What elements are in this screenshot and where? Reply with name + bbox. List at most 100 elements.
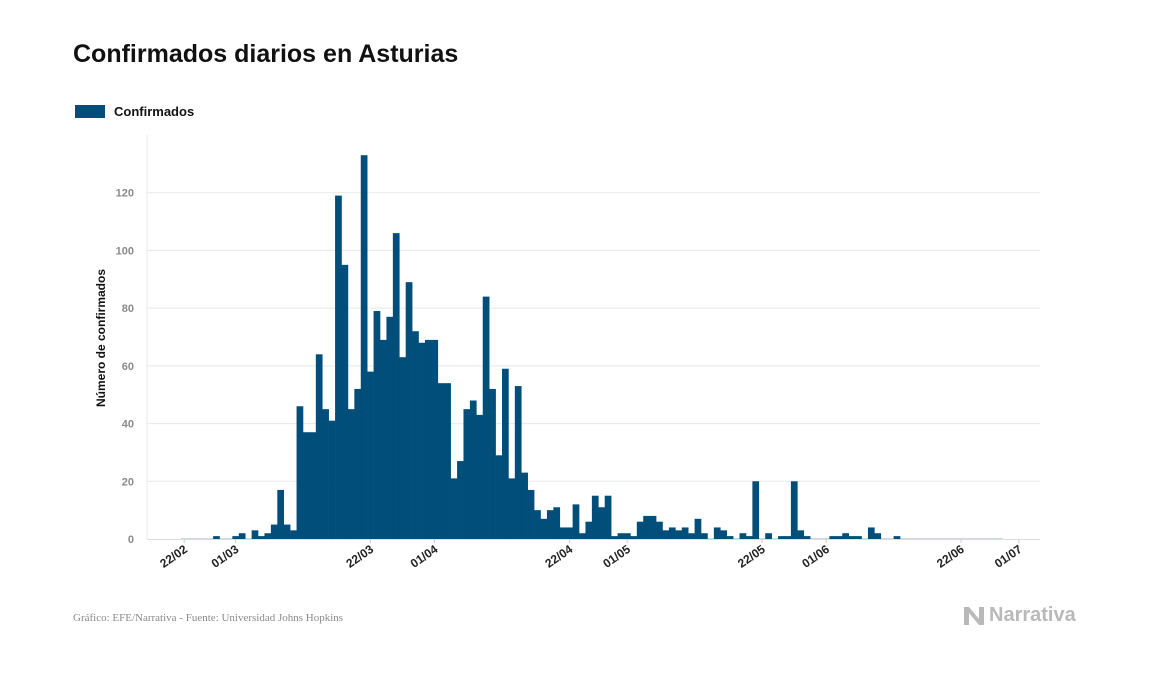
bar xyxy=(842,533,849,539)
bar xyxy=(418,342,426,539)
bar xyxy=(745,536,753,539)
bar xyxy=(534,510,541,539)
source-note: Gráfico: EFE/Narrativa - Fuente: Univers… xyxy=(73,612,344,624)
bar xyxy=(302,432,310,539)
bar xyxy=(187,538,194,539)
bar xyxy=(206,538,214,539)
narrativa-logo-icon xyxy=(964,606,984,625)
bar xyxy=(283,524,291,539)
bar xyxy=(367,371,374,539)
bar xyxy=(219,538,226,539)
bar xyxy=(457,461,464,539)
bar xyxy=(803,536,811,539)
bar xyxy=(758,538,766,539)
bar xyxy=(495,455,503,539)
x-tick-label: 22/04 xyxy=(543,542,576,571)
bar xyxy=(225,538,233,539)
bar xyxy=(444,383,451,539)
bar xyxy=(611,536,618,539)
brand-logo: Narrativa xyxy=(963,604,1076,627)
bar xyxy=(643,515,650,539)
bar xyxy=(970,538,978,539)
bar xyxy=(829,536,837,539)
bar xyxy=(925,538,933,539)
bar xyxy=(835,536,843,539)
bar xyxy=(200,538,207,539)
bar xyxy=(784,536,792,539)
bar xyxy=(245,538,252,539)
bar xyxy=(489,388,496,539)
x-tick-label: 01/04 xyxy=(408,542,441,571)
bar xyxy=(977,538,984,539)
bar xyxy=(964,538,971,539)
legend-label: Confirmados xyxy=(114,104,195,119)
bar xyxy=(566,527,573,539)
bar xyxy=(893,536,901,539)
bar xyxy=(823,538,830,539)
bar xyxy=(867,527,875,539)
bar xyxy=(906,538,913,539)
bar xyxy=(752,481,760,539)
bar xyxy=(380,339,387,539)
bar xyxy=(315,354,323,539)
bar xyxy=(181,538,188,539)
bar xyxy=(373,311,381,539)
bar xyxy=(623,533,631,539)
x-tick-label: 22/06 xyxy=(934,542,967,571)
bar xyxy=(701,533,708,539)
bar xyxy=(726,536,734,539)
bar xyxy=(720,530,727,539)
bar xyxy=(193,538,201,539)
bar xyxy=(386,316,394,539)
bar xyxy=(778,536,785,539)
bar xyxy=(739,533,747,539)
bar xyxy=(553,507,561,539)
bar xyxy=(213,536,220,539)
grid-layer xyxy=(147,192,1040,482)
bar xyxy=(996,538,1003,539)
bar xyxy=(957,538,965,539)
x-tick-label: 22/02 xyxy=(157,542,190,571)
y-axis-title: Número de confirmados xyxy=(94,269,108,407)
bar xyxy=(733,538,740,539)
bar xyxy=(405,282,413,539)
brand-name: Narrativa xyxy=(989,604,1076,626)
bar xyxy=(508,478,516,539)
bar xyxy=(900,538,907,539)
bar xyxy=(662,530,670,539)
bar xyxy=(546,510,554,539)
bar xyxy=(681,527,689,539)
y-tick-label: 100 xyxy=(116,245,134,257)
legend: Confirmados xyxy=(75,104,194,119)
bar xyxy=(482,296,490,539)
bar xyxy=(694,518,702,539)
bar xyxy=(688,533,695,539)
bar xyxy=(880,538,888,539)
bar xyxy=(399,357,406,539)
bar xyxy=(912,538,920,539)
bar xyxy=(874,533,882,539)
y-tick-label: 80 xyxy=(122,303,134,315)
bar xyxy=(360,155,368,539)
bar xyxy=(585,521,593,539)
x-tick-label: 01/03 xyxy=(209,542,242,571)
bar xyxy=(270,524,278,539)
bar xyxy=(296,406,304,539)
chart-title: Confirmados diarios en Asturias xyxy=(73,40,459,68)
bar xyxy=(790,481,798,539)
y-tick-label: 40 xyxy=(122,419,134,431)
bar xyxy=(392,233,400,539)
bar xyxy=(264,533,272,539)
bar xyxy=(797,530,805,539)
bar xyxy=(335,195,342,539)
y-tick-label: 0 xyxy=(128,534,134,546)
bar xyxy=(636,521,644,539)
x-tick-label: 22/05 xyxy=(735,542,768,571)
bar xyxy=(951,538,958,539)
bar xyxy=(476,414,484,539)
bar xyxy=(309,432,317,539)
x-tick-label: 01/07 xyxy=(992,542,1025,571)
bar xyxy=(887,538,894,539)
bar xyxy=(431,339,439,539)
